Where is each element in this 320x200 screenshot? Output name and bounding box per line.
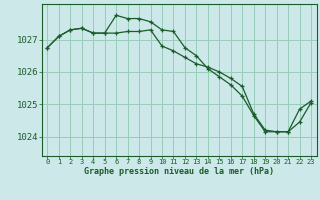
X-axis label: Graphe pression niveau de la mer (hPa): Graphe pression niveau de la mer (hPa) bbox=[84, 167, 274, 176]
